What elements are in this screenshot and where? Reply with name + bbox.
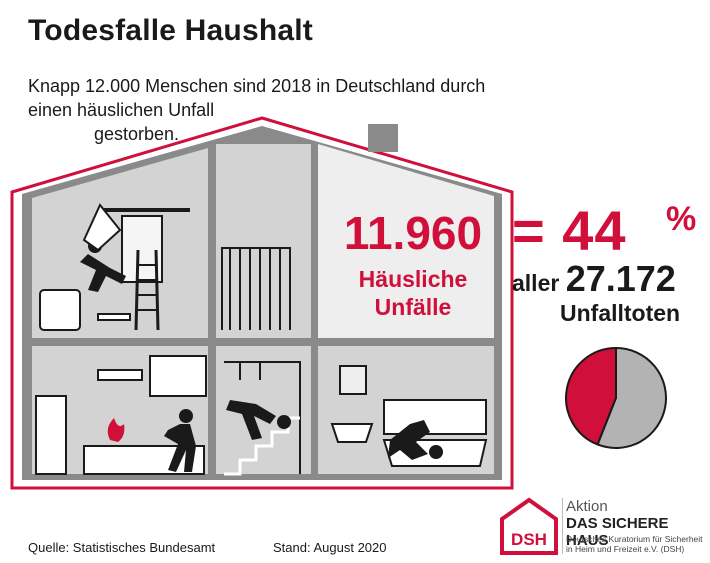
percentage-row: = 44 xyxy=(512,198,627,263)
logo-subtitle: Deutsches Kuratorium für Sicherheit in H… xyxy=(566,534,703,554)
pie-slice-1 xyxy=(596,346,667,449)
logo-name: DAS SICHERE HAUS xyxy=(566,515,669,549)
subtitle-line-1: Knapp 12.000 Menschen sind 2018 in Deuts… xyxy=(28,76,486,96)
stair-fall-person-icon xyxy=(226,400,291,440)
page-subtitle: Knapp 12.000 Menschen sind 2018 in Deuts… xyxy=(28,74,498,146)
logo-sub-line-1: Deutsches Kuratorium für Sicherheit xyxy=(566,534,703,544)
ladder-fall-scene xyxy=(39,208,190,331)
household-label-line-2: Unfälle xyxy=(374,294,452,320)
equals-sign: = xyxy=(512,199,546,262)
percent-sign: % xyxy=(666,200,697,238)
dsh-logo-house-icon xyxy=(500,497,558,555)
household-label-line-1: Häusliche xyxy=(358,266,468,292)
dsh-logo-mark: DSH xyxy=(511,530,547,549)
slipping-person-icon xyxy=(388,420,443,460)
logo-divider xyxy=(562,498,563,554)
household-deaths-label: Häusliche Unfälle xyxy=(322,265,504,321)
pie-slice-0 xyxy=(565,346,617,446)
date-note: Stand: August 2020 xyxy=(273,540,387,555)
percentage-value: 44 xyxy=(562,199,627,262)
kitchen-person-icon xyxy=(164,409,196,472)
total-deaths-value: 27.172 xyxy=(565,258,676,299)
total-deaths-row: aller 27.172 xyxy=(512,258,676,300)
household-deaths-value: 11.960 xyxy=(343,207,483,259)
aller-label: aller xyxy=(512,270,560,296)
chimney xyxy=(368,124,398,152)
page-title: Todesfalle Haushalt xyxy=(28,14,313,47)
total-deaths-label: Unfalltoten xyxy=(560,300,681,326)
pie-chart xyxy=(565,346,667,449)
falling-person-icon xyxy=(80,203,126,292)
logo-sub-line-2: in Heim und Freizeit e.V. (DSH) xyxy=(566,544,685,554)
subtitle-line-2: einen häuslichen Unfall xyxy=(28,100,215,120)
source-note: Quelle: Statistisches Bundesamt xyxy=(28,540,216,555)
room-upper-right-highlight xyxy=(318,144,494,338)
dsh-logo: DSH xyxy=(500,497,558,555)
logo-aktion: Aktion xyxy=(566,498,608,515)
subtitle-line-3: gestorben. xyxy=(94,124,180,144)
